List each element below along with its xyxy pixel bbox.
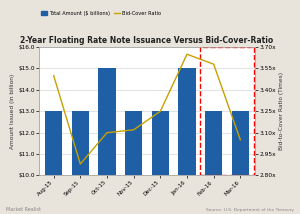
Bar <box>205 111 222 214</box>
Legend: Total Amount ($ billions), Bid-Cover Ratio: Total Amount ($ billions), Bid-Cover Rat… <box>39 9 163 18</box>
Bar <box>98 68 116 214</box>
Bar <box>125 111 142 214</box>
Bar <box>45 111 62 214</box>
Bar <box>232 111 249 214</box>
Y-axis label: Bid-to-Cover Ratio (Times): Bid-to-Cover Ratio (Times) <box>279 72 283 150</box>
Bar <box>72 111 89 214</box>
Text: Source: U.S. Department of the Treasury: Source: U.S. Department of the Treasury <box>206 208 294 212</box>
Y-axis label: Amount Issued (in billion): Amount Issued (in billion) <box>11 74 15 149</box>
Bar <box>152 111 169 214</box>
Bar <box>200 47 254 175</box>
Text: Market Realist: Market Realist <box>6 207 41 212</box>
Bar <box>178 68 196 214</box>
Title: 2-Year Floating Rate Note Issuance Versus Bid-Cover-Ratio: 2-Year Floating Rate Note Issuance Versu… <box>20 36 274 45</box>
